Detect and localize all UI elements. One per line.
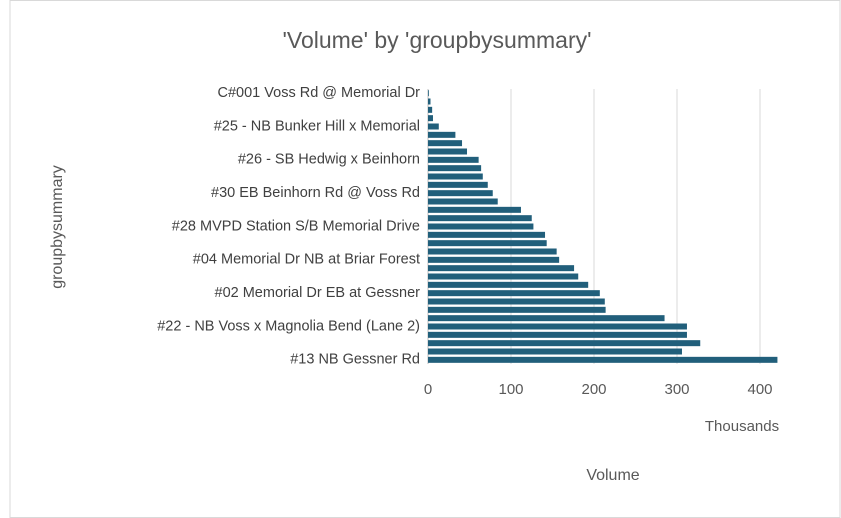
bar: [428, 156, 479, 163]
bar: [428, 165, 482, 172]
bar: [428, 115, 433, 122]
y-tick-label: #30 EB Beinhorn Rd @ Voss Rd: [211, 185, 420, 201]
bar: [428, 356, 778, 363]
bar: [428, 281, 589, 288]
bar: [428, 306, 606, 313]
bar: [428, 323, 687, 330]
bar: [428, 90, 429, 97]
y-tick-label: C#001 Voss Rd @ Memorial Dr: [218, 85, 421, 101]
bar: [428, 140, 463, 147]
y-axis-label: groupbysummary: [49, 165, 66, 289]
y-tick-label: #22 - NB Voss x Magnolia Bend (Lane 2): [157, 318, 420, 334]
x-tick-label: 0: [424, 381, 432, 398]
bar: [428, 298, 605, 305]
bar: [428, 223, 534, 230]
y-tick-label: #04 Memorial Dr NB at Briar Forest: [193, 252, 420, 268]
y-tick-label: #25 - NB Bunker Hill x Memorial: [214, 118, 420, 134]
bar: [428, 181, 488, 188]
x-unit-label: Thousands: [705, 418, 779, 435]
chart-title: 'Volume' by 'groupbysummary': [282, 27, 591, 53]
x-tick-label: 100: [498, 381, 523, 398]
bar: [428, 348, 682, 355]
bar: [428, 248, 557, 255]
bar: [428, 206, 521, 213]
bar: [428, 331, 687, 338]
bar: [428, 215, 532, 222]
x-tick-label: 400: [747, 381, 772, 398]
bar: [428, 290, 600, 297]
bar: [428, 340, 701, 347]
y-tick-label: #28 MVPD Station S/B Memorial Drive: [172, 218, 420, 234]
bar: [428, 98, 431, 105]
y-tick-label: #02 Memorial Dr EB at Gessner: [215, 285, 421, 301]
bar: [428, 231, 546, 238]
bar: [428, 148, 468, 155]
bar: [428, 173, 483, 180]
bar: [428, 190, 493, 197]
bar: [428, 106, 433, 113]
x-tick-label: 300: [664, 381, 689, 398]
x-tick-label: 200: [581, 381, 606, 398]
bar: [428, 273, 579, 280]
bar: [428, 131, 456, 138]
bar: [428, 256, 560, 263]
bar: [428, 315, 665, 322]
chart-border: [9, 0, 841, 518]
bar: [428, 265, 575, 272]
bar: [428, 123, 439, 130]
y-tick-label: #26 - SB Hedwig x Beinhorn: [238, 152, 420, 168]
y-tick-label: #13 NB Gessner Rd: [290, 352, 420, 368]
bar: [428, 198, 498, 205]
x-axis-label: Volume: [586, 467, 639, 484]
bar: [428, 240, 547, 247]
